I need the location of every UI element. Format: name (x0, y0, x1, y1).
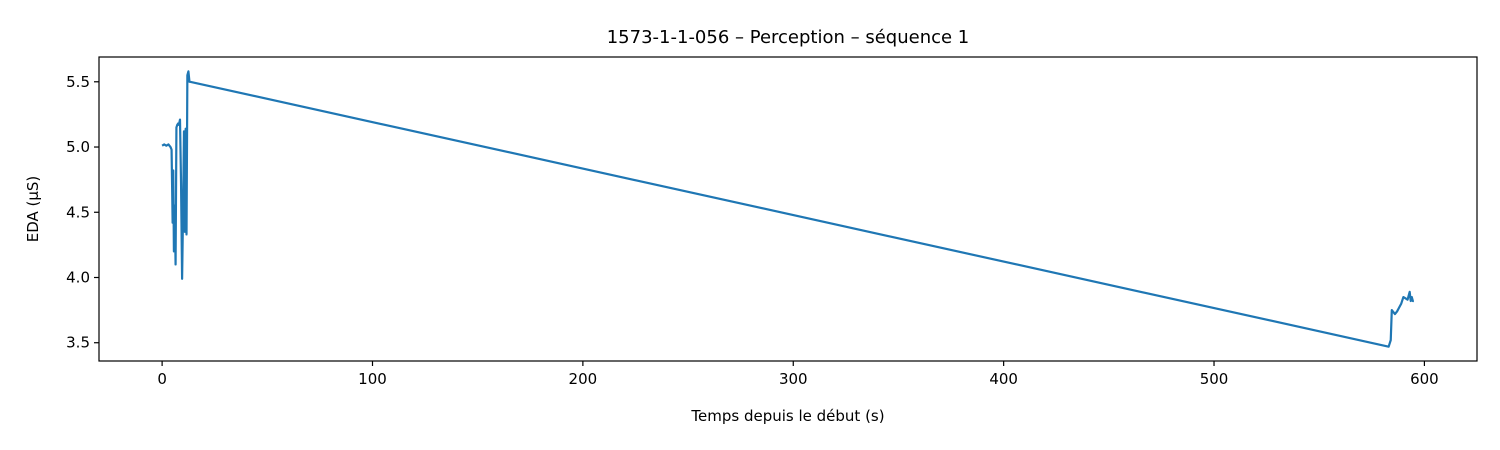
y-tick-label: 5.0 (66, 138, 90, 156)
y-tick-label: 4.5 (66, 203, 90, 221)
y-tick-label: 5.5 (66, 73, 90, 91)
x-tick-label: 300 (779, 370, 808, 388)
x-tick-label: 0 (157, 370, 167, 388)
y-axis-ticks: 3.5 4.0 4.5 5.0 5.5 (66, 73, 99, 352)
y-axis-label: EDA (µS) (24, 176, 42, 243)
x-tick-label: 100 (358, 370, 387, 388)
y-tick-label: 4.0 (66, 268, 90, 286)
x-tick-label: 500 (1200, 370, 1229, 388)
plot-area-background (99, 57, 1477, 361)
chart-title: 1573-1-1-056 – Perception – séquence 1 (607, 27, 970, 48)
x-axis-label: Temps depuis le début (s) (690, 407, 884, 425)
x-tick-label: 600 (1410, 370, 1439, 388)
series-line (161, 70, 1414, 348)
x-tick-label: 400 (989, 370, 1018, 388)
x-tick-label: 200 (569, 370, 598, 388)
y-tick-label: 3.5 (66, 334, 90, 352)
x-axis-ticks: 0 100 200 300 400 500 600 (157, 361, 1439, 388)
plot-frame (98, 56, 1478, 362)
